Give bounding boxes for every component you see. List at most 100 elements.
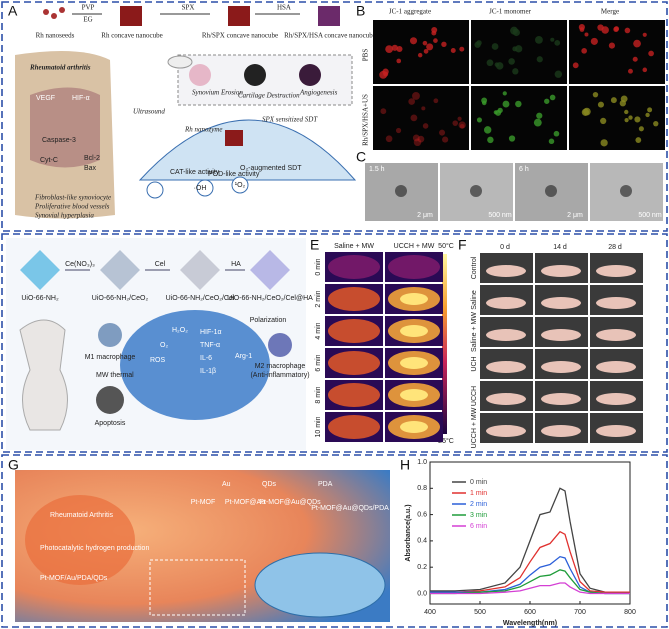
- text: Rh concave nanocube: [101, 32, 162, 40]
- paw: [486, 329, 526, 341]
- cell-dot: [628, 68, 633, 74]
- cell-dot: [548, 138, 555, 145]
- text: Saline + MW: [334, 243, 374, 250]
- joint: [25, 495, 135, 585]
- cell-dot: [512, 68, 519, 75]
- particle: [59, 7, 65, 13]
- cell-dot: [483, 126, 492, 134]
- hot-spot: [388, 255, 440, 279]
- y-tick-label: 0.8: [417, 485, 427, 492]
- panel-d: UiO-66-NH₂ Ce(NO₃)₃ UiO-66-NH₂/CeO₂ Cel …: [6, 238, 313, 450]
- apoptosis: [96, 386, 124, 414]
- cell-dot: [459, 123, 465, 129]
- cell-dot: [610, 97, 617, 104]
- cell-dot: [380, 108, 387, 115]
- x-tick-label: 500: [474, 609, 486, 616]
- legend-label: 6 min: [470, 523, 487, 530]
- text: Synovial hyperplasia: [35, 212, 94, 220]
- hot-core: [400, 293, 428, 305]
- text: Cyt-C: [40, 157, 58, 164]
- cell-dot: [395, 127, 402, 134]
- cell-dot: [590, 37, 598, 45]
- octahedron: [100, 250, 140, 290]
- cell-dot: [413, 138, 422, 147]
- scale-bar-label: 2 μm: [567, 212, 583, 219]
- cell-dot: [642, 32, 647, 37]
- time-label: 6 h: [519, 166, 529, 173]
- text: Fibroblast-like synoviocyte: [34, 194, 111, 202]
- row-label: 8 min: [315, 386, 322, 403]
- row-label: 6 min: [315, 354, 322, 371]
- cell-dot: [544, 98, 550, 104]
- row-frame: [1, 233, 668, 453]
- row-frame: [1, 1, 668, 232]
- legend-label: 0 min: [470, 479, 487, 486]
- panel-label: C: [356, 149, 366, 165]
- cell-dot: [474, 41, 481, 48]
- text: Pt-MOF@Au@QDs: [259, 499, 321, 506]
- text: Pt-MOF@Au: [225, 499, 265, 506]
- cell-dot: [647, 107, 653, 113]
- icon: [196, 179, 214, 197]
- cell-dot: [645, 112, 650, 118]
- text: 50°C: [438, 242, 454, 250]
- text: IL-1β: [200, 368, 216, 375]
- cell-dot: [628, 115, 633, 120]
- particle: [545, 185, 557, 197]
- cell-dot: [493, 110, 498, 115]
- cell-dot: [633, 39, 641, 48]
- cell-dot: [452, 120, 459, 126]
- paw: [541, 361, 581, 373]
- y-tick-label: 0.2: [417, 564, 427, 571]
- text: Rh/SPX/HSA concave nanocube: [284, 32, 376, 40]
- scale-bar-label: 500 nm: [638, 212, 662, 219]
- panel-h-chart: 0.0 0.2 0.4 0.6 0.8 1.0 400 500 600 700 800 Wavelen…: [405, 459, 636, 627]
- text: UiO-66-NH₂/CeO₂/Cel: [166, 295, 235, 302]
- text: O₂: [160, 342, 168, 349]
- paw: [541, 265, 581, 277]
- cell-dot: [634, 116, 641, 123]
- text: Apoptosis: [95, 420, 126, 427]
- text: HIF-1α: [200, 329, 222, 336]
- hot-core: [400, 421, 428, 433]
- cell-dot: [508, 135, 516, 142]
- particle: [470, 185, 482, 197]
- text: EG: [83, 16, 92, 24]
- cell-dot: [450, 48, 456, 53]
- cell-dot: [409, 37, 418, 45]
- paw: [596, 425, 636, 437]
- text: Caspase-3: [42, 137, 76, 144]
- text: Rh nanozyme: [184, 126, 223, 134]
- cell-dot: [433, 38, 438, 43]
- text: 25°C: [438, 437, 454, 445]
- row-label: UCCH + MW: [471, 407, 478, 448]
- cell-dot: [431, 30, 437, 36]
- cell-dot: [613, 26, 619, 33]
- plot-frame: [429, 461, 631, 605]
- y-axis-label: Absorbance(a.u.): [405, 504, 412, 561]
- text: UiO-66-NH₂/CeO₂: [92, 295, 149, 302]
- cell: [254, 552, 386, 618]
- icon: [299, 64, 321, 86]
- text: HA: [231, 261, 241, 268]
- paw: [596, 265, 636, 277]
- cell-dot: [439, 129, 446, 136]
- column-label: 14 d: [553, 244, 567, 251]
- particle: [51, 13, 57, 19]
- cell-dot: [417, 52, 423, 58]
- cell-dot: [581, 48, 587, 54]
- cell-dot: [592, 91, 599, 98]
- cell-dot: [495, 62, 504, 70]
- cell-dot: [624, 117, 629, 123]
- row-label: Saline + MW: [471, 312, 478, 352]
- text: PBS: [362, 49, 370, 62]
- cell-dot: [408, 98, 415, 105]
- text: O₂-augmented SDT: [240, 165, 302, 172]
- cell-dot: [554, 40, 561, 46]
- series-line: [430, 582, 630, 595]
- cell-dot: [554, 70, 563, 78]
- particle: [620, 185, 632, 197]
- colorbar: [442, 254, 447, 434]
- legend-label: 1 min: [470, 490, 487, 497]
- text: Cartilage Destruction: [238, 92, 300, 100]
